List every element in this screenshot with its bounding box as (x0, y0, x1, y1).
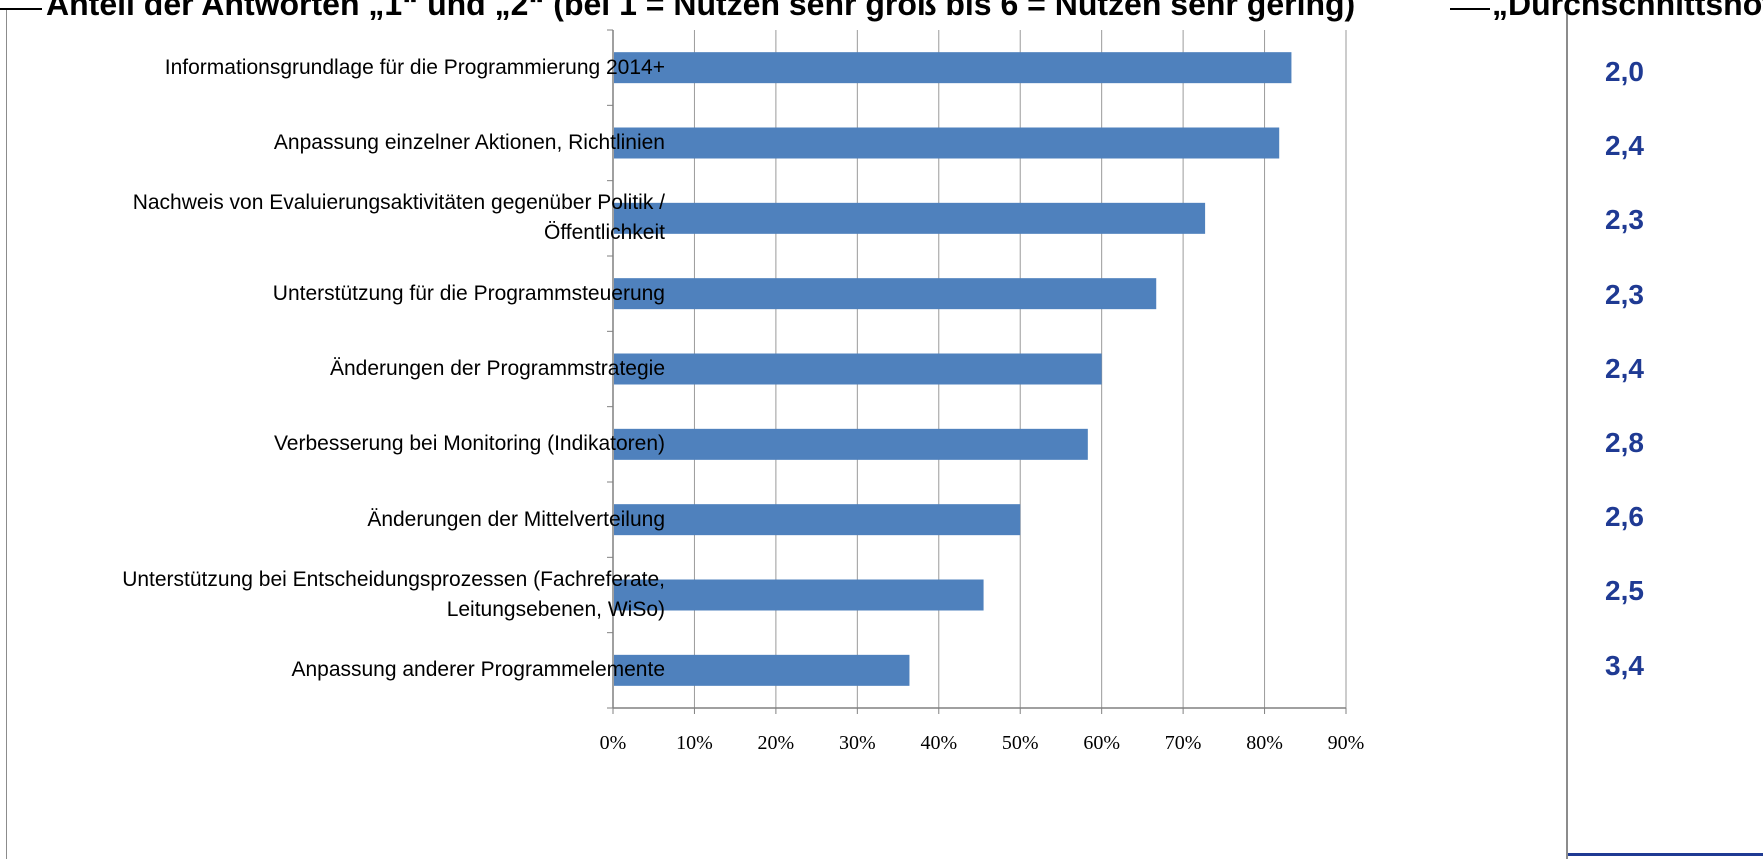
average-score: 2,4 (1605, 352, 1644, 384)
category-label: Anpassung einzelner Aktionen, Richtlinie… (5, 128, 665, 158)
x-tick-label: 70% (1165, 732, 1202, 754)
x-tick-label: 90% (1328, 732, 1365, 754)
average-score: 2,4 (1605, 130, 1644, 162)
x-tick-label: 30% (839, 732, 876, 754)
average-column-underline (1568, 853, 1763, 856)
category-label-line: Verbesserung bei Monitoring (Indikatoren… (273, 432, 665, 456)
category-label: Änderungen der Programmstrategie (5, 354, 665, 384)
category-label-line: Anpassung einzelner Aktionen, Richtlinie… (273, 131, 665, 154)
average-score: 2,6 (1605, 501, 1644, 533)
category-label-line: Änderungen der Mittelverteilung (367, 507, 665, 531)
x-tick-label: 60% (1083, 732, 1120, 754)
average-score: 2,3 (1605, 204, 1644, 236)
average-score: 2,5 (1605, 575, 1644, 607)
category-label-line: Unterstützung bei Entscheidungsprozessen… (122, 568, 665, 591)
bar (614, 579, 984, 611)
x-tick-label: 80% (1246, 732, 1283, 754)
bar (614, 353, 1102, 385)
x-tick-label: 20% (758, 732, 795, 754)
category-label: Unterstützung für die Programmsteuerung (5, 279, 665, 309)
frame-border-right (1566, 10, 1568, 859)
average-score: 2,8 (1605, 427, 1644, 458)
category-label-line: Öffentlichkeit (543, 221, 665, 245)
average-score: 3,4 (1605, 649, 1644, 681)
bar (614, 127, 1280, 159)
category-label-line: Anpassung anderer Programmelemente (291, 658, 665, 682)
average-heading: „Durchschnittsnote (1492, 0, 1763, 22)
average-score: 2,0 (1605, 56, 1644, 87)
frame-border-left (6, 10, 7, 859)
category-label: Nachweis von Evaluierungsaktivitäten geg… (5, 188, 665, 248)
bar (614, 202, 1206, 234)
average-score: 2,3 (1605, 278, 1644, 310)
category-label-line: Leitungsebenen, WiSo) (446, 598, 665, 621)
frame-line-middle (1450, 8, 1490, 10)
bar (614, 654, 910, 686)
category-label: Anpassung anderer Programmelemente (5, 655, 665, 685)
x-tick-label: 40% (920, 732, 957, 754)
category-label-line: Änderungen der Programmstrategie (329, 357, 665, 380)
x-tick-label: 50% (1002, 732, 1039, 754)
bar (614, 52, 1292, 84)
frame-line-left (0, 8, 42, 10)
x-tick-label: 0% (600, 732, 627, 754)
bar (614, 278, 1157, 310)
category-label: Unterstützung bei Entscheidungsprozessen… (5, 565, 665, 625)
category-label-line: Informationsgrundlage für die Programmie… (164, 55, 665, 79)
category-label: Informationsgrundlage für die Programmie… (5, 53, 665, 83)
category-label: Änderungen der Mittelverteilung (5, 505, 665, 535)
category-label-line: Nachweis von Evaluierungsaktivitäten geg… (132, 191, 665, 215)
category-label: Verbesserung bei Monitoring (Indikatoren… (5, 429, 665, 459)
category-label-line: Unterstützung für die Programmsteuerung (272, 281, 665, 305)
x-tick-label: 10% (676, 732, 713, 754)
bar (614, 504, 1021, 536)
bar (614, 428, 1088, 460)
chart-heading: Anteil der Antworten „1“ und „2“ (bei 1 … (46, 0, 1356, 22)
